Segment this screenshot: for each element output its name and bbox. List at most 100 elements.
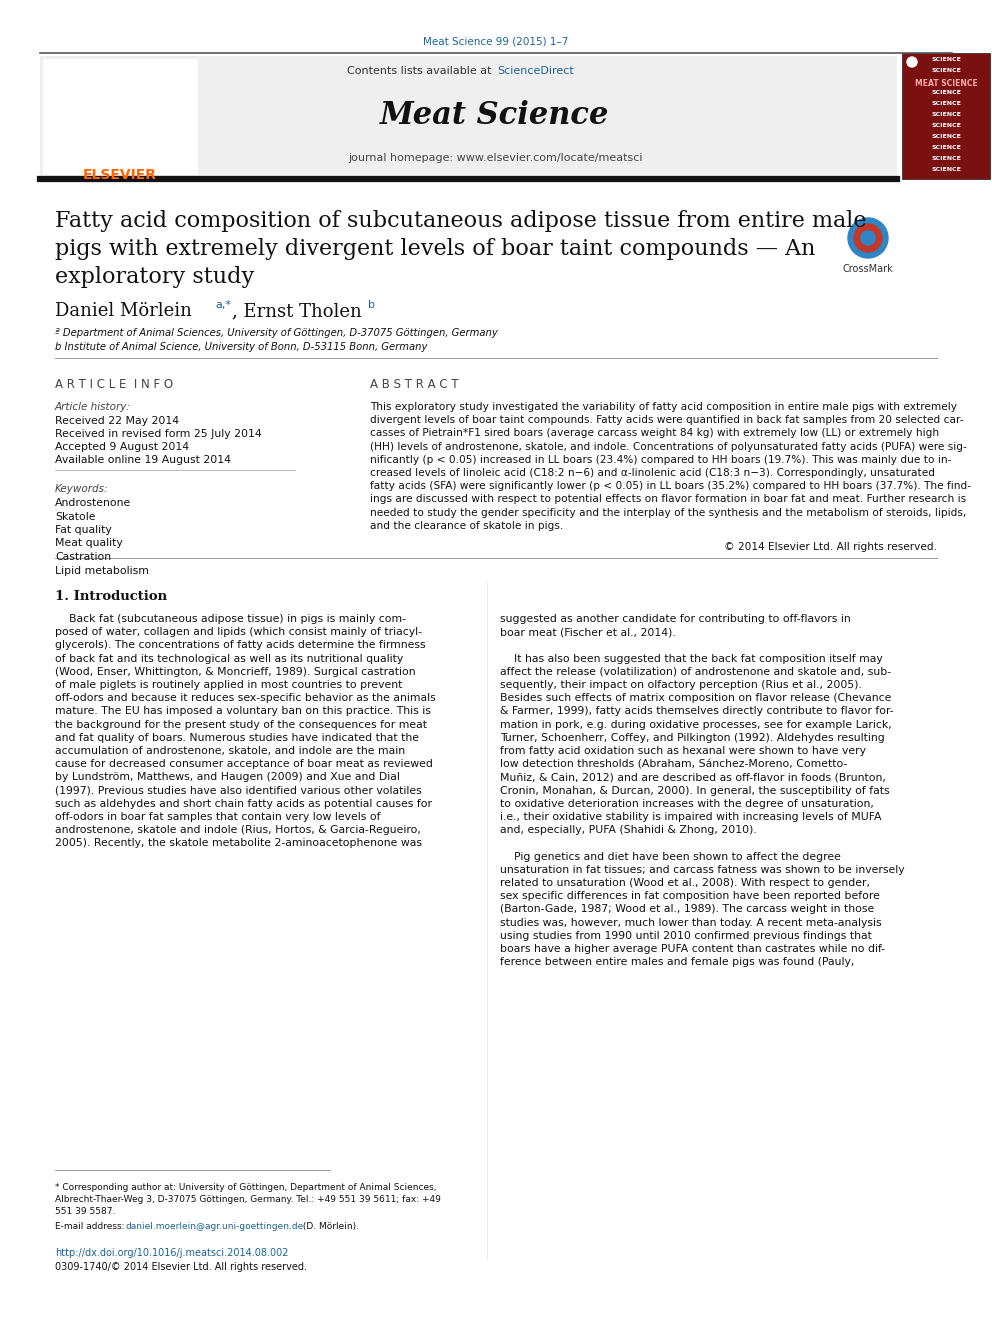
Text: Besides such effects of matrix composition on flavor release (Chevance: Besides such effects of matrix compositi… xyxy=(500,693,892,704)
Text: glycerols). The concentrations of fatty acids determine the firmness: glycerols). The concentrations of fatty … xyxy=(55,640,426,651)
Text: cause for decreased consumer acceptance of boar meat as reviewed: cause for decreased consumer acceptance … xyxy=(55,759,433,769)
Text: Meat Science 99 (2015) 1–7: Meat Science 99 (2015) 1–7 xyxy=(424,36,568,46)
Text: A R T I C L E  I N F O: A R T I C L E I N F O xyxy=(55,378,174,392)
Text: Albrecht-Thaer-Weg 3, D-37075 Göttingen, Germany. Tel.: +49 551 39 5611; fax: +4: Albrecht-Thaer-Weg 3, D-37075 Göttingen,… xyxy=(55,1195,440,1204)
Text: from fatty acid oxidation such as hexanal were shown to have very: from fatty acid oxidation such as hexana… xyxy=(500,746,866,755)
Circle shape xyxy=(848,218,888,258)
Text: SCIENCE: SCIENCE xyxy=(931,134,961,139)
Text: such as aldehydes and short chain fatty acids as potential causes for: such as aldehydes and short chain fatty … xyxy=(55,799,432,808)
Text: mation in pork, e.g. during oxidative processes, see for example Larick,: mation in pork, e.g. during oxidative pr… xyxy=(500,720,892,729)
Text: using studies from 1990 until 2010 confirmed previous findings that: using studies from 1990 until 2010 confi… xyxy=(500,931,872,941)
Text: off-odors in boar fat samples that contain very low levels of: off-odors in boar fat samples that conta… xyxy=(55,812,381,822)
Text: SCIENCE: SCIENCE xyxy=(931,90,961,95)
Text: sex specific differences in fat composition have been reported before: sex specific differences in fat composit… xyxy=(500,892,880,901)
Text: Lipid metabolism: Lipid metabolism xyxy=(55,565,149,576)
Text: Contents lists available at: Contents lists available at xyxy=(347,66,495,75)
Text: a,*: a,* xyxy=(215,300,231,310)
Text: (Barton-Gade, 1987; Wood et al., 1989). The carcass weight in those: (Barton-Gade, 1987; Wood et al., 1989). … xyxy=(500,905,874,914)
Text: posed of water, collagen and lipids (which consist mainly of triacyl-: posed of water, collagen and lipids (whi… xyxy=(55,627,422,638)
Text: Daniel Mörlein: Daniel Mörlein xyxy=(55,302,197,320)
Text: of back fat and its technological as well as its nutritional quality: of back fat and its technological as wel… xyxy=(55,654,404,664)
Text: ings are discussed with respect to potential effects on flavor formation in boar: ings are discussed with respect to poten… xyxy=(370,495,966,504)
Text: i.e., their oxidative stability is impaired with increasing levels of MUFA: i.e., their oxidative stability is impai… xyxy=(500,812,882,822)
Text: Cronin, Monahan, & Durcan, 2000). In general, the susceptibility of fats: Cronin, Monahan, & Durcan, 2000). In gen… xyxy=(500,786,890,795)
Text: 1. Introduction: 1. Introduction xyxy=(55,590,167,603)
Text: Meat quality: Meat quality xyxy=(55,538,123,549)
Text: Androstenone: Androstenone xyxy=(55,497,131,508)
Text: ScienceDirect: ScienceDirect xyxy=(497,66,573,75)
Text: SCIENCE: SCIENCE xyxy=(931,156,961,161)
Text: b: b xyxy=(368,300,375,310)
Text: It has also been suggested that the back fat composition itself may: It has also been suggested that the back… xyxy=(500,654,883,664)
Text: CrossMark: CrossMark xyxy=(842,265,894,274)
Text: affect the release (volatilization) of androstenone and skatole and, sub-: affect the release (volatilization) of a… xyxy=(500,667,891,677)
Text: journal homepage: www.elsevier.com/locate/meatsci: journal homepage: www.elsevier.com/locat… xyxy=(348,153,642,163)
Text: androstenone, skatole and indole (Rius, Hortos, & Garcia-Regueiro,: androstenone, skatole and indole (Rius, … xyxy=(55,826,421,835)
Text: SCIENCE: SCIENCE xyxy=(931,101,961,106)
Text: related to unsaturation (Wood et al., 2008). With respect to gender,: related to unsaturation (Wood et al., 20… xyxy=(500,878,870,888)
Text: by Lundström, Matthews, and Haugen (2009) and Xue and Dial: by Lundström, Matthews, and Haugen (2009… xyxy=(55,773,400,782)
Text: (HH) levels of androstenone, skatole, and indole. Concentrations of polyunsatura: (HH) levels of androstenone, skatole, an… xyxy=(370,442,967,451)
Text: SCIENCE: SCIENCE xyxy=(931,167,961,172)
Text: Fatty acid composition of subcutaneous adipose tissue from entire male
pigs with: Fatty acid composition of subcutaneous a… xyxy=(55,210,866,288)
Text: boar meat (Fischer et al., 2014).: boar meat (Fischer et al., 2014). xyxy=(500,627,676,638)
Text: fatty acids (SFA) were significantly lower (p < 0.05) in LL boars (35.2%) compar: fatty acids (SFA) were significantly low… xyxy=(370,482,971,491)
Text: ference between entire males and female pigs was found (Pauly,: ference between entire males and female … xyxy=(500,958,854,967)
Circle shape xyxy=(854,224,882,251)
Text: Available online 19 August 2014: Available online 19 August 2014 xyxy=(55,455,231,464)
Text: and the clearance of skatole in pigs.: and the clearance of skatole in pigs. xyxy=(370,521,563,531)
Text: & Farmer, 1999), fatty acids themselves directly contribute to flavor for-: & Farmer, 1999), fatty acids themselves … xyxy=(500,706,894,716)
Text: Skatole: Skatole xyxy=(55,512,95,521)
Text: off-odors and because it reduces sex-specific behavior as the animals: off-odors and because it reduces sex-spe… xyxy=(55,693,435,704)
Text: http://dx.doi.org/10.1016/j.meatsci.2014.08.002: http://dx.doi.org/10.1016/j.meatsci.2014… xyxy=(55,1248,289,1258)
Text: unsaturation in fat tissues; and carcass fatness was shown to be inversely: unsaturation in fat tissues; and carcass… xyxy=(500,865,905,875)
Text: of male piglets is routinely applied in most countries to prevent: of male piglets is routinely applied in … xyxy=(55,680,403,691)
Text: 2005). Recently, the skatole metabolite 2-aminoacetophenone was: 2005). Recently, the skatole metabolite … xyxy=(55,839,422,848)
Text: Keywords:: Keywords: xyxy=(55,484,108,493)
Text: low detection thresholds (Abraham, Sánchez-Moreno, Cometto-: low detection thresholds (Abraham, Sánch… xyxy=(500,759,847,769)
Text: creased levels of linoleic acid (C18:2 n−6) and α-linolenic acid (C18:3 n−3). Co: creased levels of linoleic acid (C18:2 n… xyxy=(370,468,935,478)
Text: mature. The EU has imposed a voluntary ban on this practice. This is: mature. The EU has imposed a voluntary b… xyxy=(55,706,431,716)
Text: 551 39 5587.: 551 39 5587. xyxy=(55,1207,115,1216)
Text: , Ernst Tholen: , Ernst Tholen xyxy=(232,302,367,320)
Text: suggested as another candidate for contributing to off-flavors in: suggested as another candidate for contr… xyxy=(500,614,851,624)
Text: boars have a higher average PUFA content than castrates while no dif-: boars have a higher average PUFA content… xyxy=(500,945,885,954)
Text: ELSEVIER: ELSEVIER xyxy=(83,168,157,183)
Circle shape xyxy=(861,232,875,245)
Text: Received 22 May 2014: Received 22 May 2014 xyxy=(55,415,180,426)
Text: This exploratory study investigated the variability of fatty acid composition in: This exploratory study investigated the … xyxy=(370,402,957,411)
Text: Back fat (subcutaneous adipose tissue) in pigs is mainly com-: Back fat (subcutaneous adipose tissue) i… xyxy=(55,614,406,624)
Text: Accepted 9 August 2014: Accepted 9 August 2014 xyxy=(55,442,189,452)
FancyBboxPatch shape xyxy=(902,53,990,179)
Text: (1997). Previous studies have also identified various other volatiles: (1997). Previous studies have also ident… xyxy=(55,786,422,795)
Text: accumulation of androstenone, skatole, and indole are the main: accumulation of androstenone, skatole, a… xyxy=(55,746,405,755)
Text: and, especially, PUFA (Shahidi & Zhong, 2010).: and, especially, PUFA (Shahidi & Zhong, … xyxy=(500,826,757,835)
Text: sequently, their impact on olfactory perception (Rius et al., 2005).: sequently, their impact on olfactory per… xyxy=(500,680,862,691)
Text: daniel.moerlein@agr.uni-goettingen.de: daniel.moerlein@agr.uni-goettingen.de xyxy=(125,1222,304,1230)
Text: and fat quality of boars. Numerous studies have indicated that the: and fat quality of boars. Numerous studi… xyxy=(55,733,419,742)
Text: Pig genetics and diet have been shown to affect the degree: Pig genetics and diet have been shown to… xyxy=(500,852,841,861)
Text: © 2014 Elsevier Ltd. All rights reserved.: © 2014 Elsevier Ltd. All rights reserved… xyxy=(724,542,937,552)
Text: Castration: Castration xyxy=(55,552,111,562)
Text: SCIENCE: SCIENCE xyxy=(931,123,961,128)
Text: Muñiz, & Cain, 2012) and are described as off-flavor in foods (Brunton,: Muñiz, & Cain, 2012) and are described a… xyxy=(500,773,886,782)
Text: ª Department of Animal Sciences, University of Göttingen, D-37075 Göttingen, Ger: ª Department of Animal Sciences, Univers… xyxy=(55,328,498,337)
Text: divergent levels of boar taint compounds. Fatty acids were quantified in back fa: divergent levels of boar taint compounds… xyxy=(370,415,963,425)
FancyBboxPatch shape xyxy=(40,56,897,179)
Text: SCIENCE: SCIENCE xyxy=(931,112,961,116)
Text: MEAT SCIENCE: MEAT SCIENCE xyxy=(915,79,977,89)
Text: SCIENCE: SCIENCE xyxy=(931,67,961,73)
Text: the background for the present study of the consequences for meat: the background for the present study of … xyxy=(55,720,427,729)
Text: b Institute of Animal Science, University of Bonn, D-53115 Bonn, Germany: b Institute of Animal Science, Universit… xyxy=(55,343,428,352)
Text: Meat Science: Meat Science xyxy=(380,101,610,131)
Text: * Corresponding author at: University of Göttingen, Department of Animal Science: * Corresponding author at: University of… xyxy=(55,1183,436,1192)
Text: nificantly (p < 0.05) increased in LL boars (23.4%) compared to HH boars (19.7%): nificantly (p < 0.05) increased in LL bo… xyxy=(370,455,951,464)
Text: Received in revised form 25 July 2014: Received in revised form 25 July 2014 xyxy=(55,429,262,439)
Text: casses of Pietrain*F1 sired boars (average carcass weight 84 kg) with extremely : casses of Pietrain*F1 sired boars (avera… xyxy=(370,429,939,438)
Text: (D. Mörlein).: (D. Mörlein). xyxy=(300,1222,359,1230)
Text: studies was, however, much lower than today. A recent meta-analysis: studies was, however, much lower than to… xyxy=(500,918,882,927)
Text: Turner, Schoenherr, Coffey, and Pilkington (1992). Aldehydes resulting: Turner, Schoenherr, Coffey, and Pilkingt… xyxy=(500,733,885,742)
FancyBboxPatch shape xyxy=(43,60,198,175)
Text: (Wood, Enser, Whittington, & Moncrieff, 1989). Surgical castration: (Wood, Enser, Whittington, & Moncrieff, … xyxy=(55,667,416,677)
Text: to oxidative deterioration increases with the degree of unsaturation,: to oxidative deterioration increases wit… xyxy=(500,799,874,808)
